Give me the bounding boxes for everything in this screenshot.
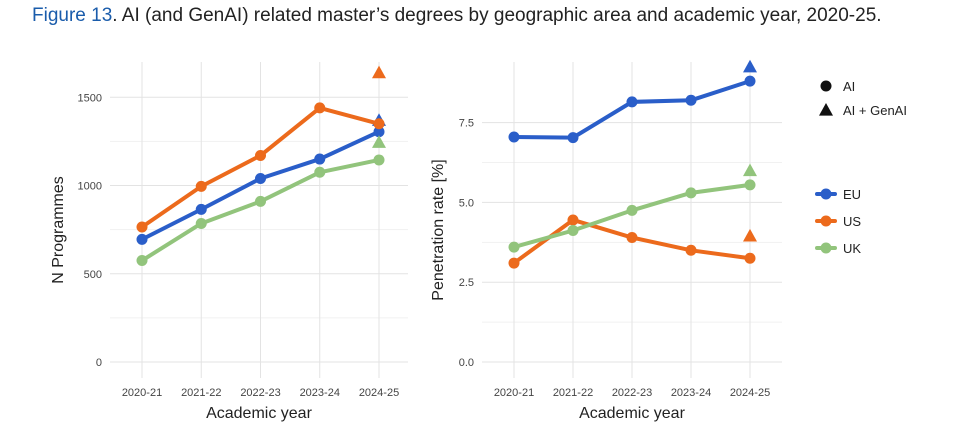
data-point-eu: [626, 96, 638, 108]
data-point-uk: [195, 217, 207, 229]
genai-marker-uk: [743, 163, 757, 177]
data-point-us: [744, 252, 756, 264]
x-tick-label: 2021-22: [553, 387, 593, 399]
legend-dot-us: [820, 215, 832, 227]
x-tick-label: 2023-24: [671, 387, 711, 399]
y-tick-label: 1000: [78, 181, 102, 193]
data-point-uk: [626, 204, 638, 216]
y-tick-label: 2.5: [459, 277, 474, 289]
y-tick-label: 0: [96, 357, 102, 369]
x-tick-label: 2024-25: [730, 387, 770, 399]
data-point-us: [195, 180, 207, 192]
legend-label: AI: [843, 79, 855, 94]
data-point-eu: [195, 203, 207, 215]
data-point-us: [373, 118, 385, 130]
genai-marker-us: [743, 228, 757, 242]
data-point-us: [136, 221, 148, 233]
x-tick-label: 2024-25: [359, 387, 399, 399]
data-point-eu: [255, 172, 266, 184]
data-point-us: [314, 102, 326, 114]
y-tick-label: 1500: [78, 92, 102, 104]
data-point-eu: [685, 94, 697, 106]
figure-caption: Figure 13. AI (and GenAI) related master…: [32, 5, 882, 27]
data-point-us: [626, 232, 638, 244]
x-tick-label: 2022-23: [240, 387, 280, 399]
data-point-eu: [373, 126, 385, 138]
genai-marker-uk: [372, 135, 386, 148]
legend-dot-eu: [820, 188, 832, 200]
data-point-uk: [314, 166, 326, 178]
data-point-uk: [373, 154, 385, 166]
data-point-uk: [567, 225, 579, 237]
x-tick-label: 2021-22: [181, 387, 221, 399]
data-point-uk: [508, 241, 520, 253]
data-point-eu: [136, 233, 148, 245]
legend-label: UK: [843, 241, 861, 256]
y-tick-label: 5.0: [459, 197, 474, 209]
data-point-eu: [508, 131, 520, 143]
y-tick-label: 7.5: [459, 118, 474, 130]
legend-dot-uk: [820, 242, 832, 254]
figure-label: Figure 13: [32, 5, 113, 26]
legend-label: AI + GenAI: [843, 103, 907, 118]
data-point-uk: [685, 187, 697, 199]
data-point-us: [685, 244, 697, 256]
legend-label: EU: [843, 187, 861, 202]
data-point-us: [567, 214, 579, 226]
x-axis-title: Academic year: [206, 405, 312, 422]
genai-marker-us: [372, 65, 386, 79]
y-tick-label: 500: [84, 269, 102, 281]
data-point-eu: [314, 153, 326, 165]
y-axis-title: Penetration rate [%]: [430, 159, 447, 300]
data-point-uk: [255, 195, 266, 207]
x-tick-label: 2022-23: [612, 387, 652, 399]
legend-circle-symbol: [820, 80, 832, 92]
legend-triangle-symbol: [819, 103, 833, 116]
x-tick-label: 2020-21: [494, 387, 534, 399]
figure-caption-text: . AI (and GenAI) related master’s degree…: [112, 5, 882, 26]
x-tick-label: 2023-24: [300, 387, 340, 399]
data-point-us: [508, 257, 520, 269]
x-axis-title: Academic year: [579, 405, 685, 422]
data-point-eu: [567, 132, 579, 144]
genai-marker-eu: [743, 59, 757, 73]
legend-label: US: [843, 214, 861, 229]
data-point-eu: [744, 75, 756, 87]
y-tick-label: 0.0: [459, 357, 474, 369]
data-point-uk: [136, 255, 148, 267]
data-point-uk: [744, 179, 756, 191]
data-point-us: [255, 150, 266, 162]
y-axis-title: N Programmes: [50, 176, 67, 284]
x-tick-label: 2020-21: [122, 387, 162, 399]
